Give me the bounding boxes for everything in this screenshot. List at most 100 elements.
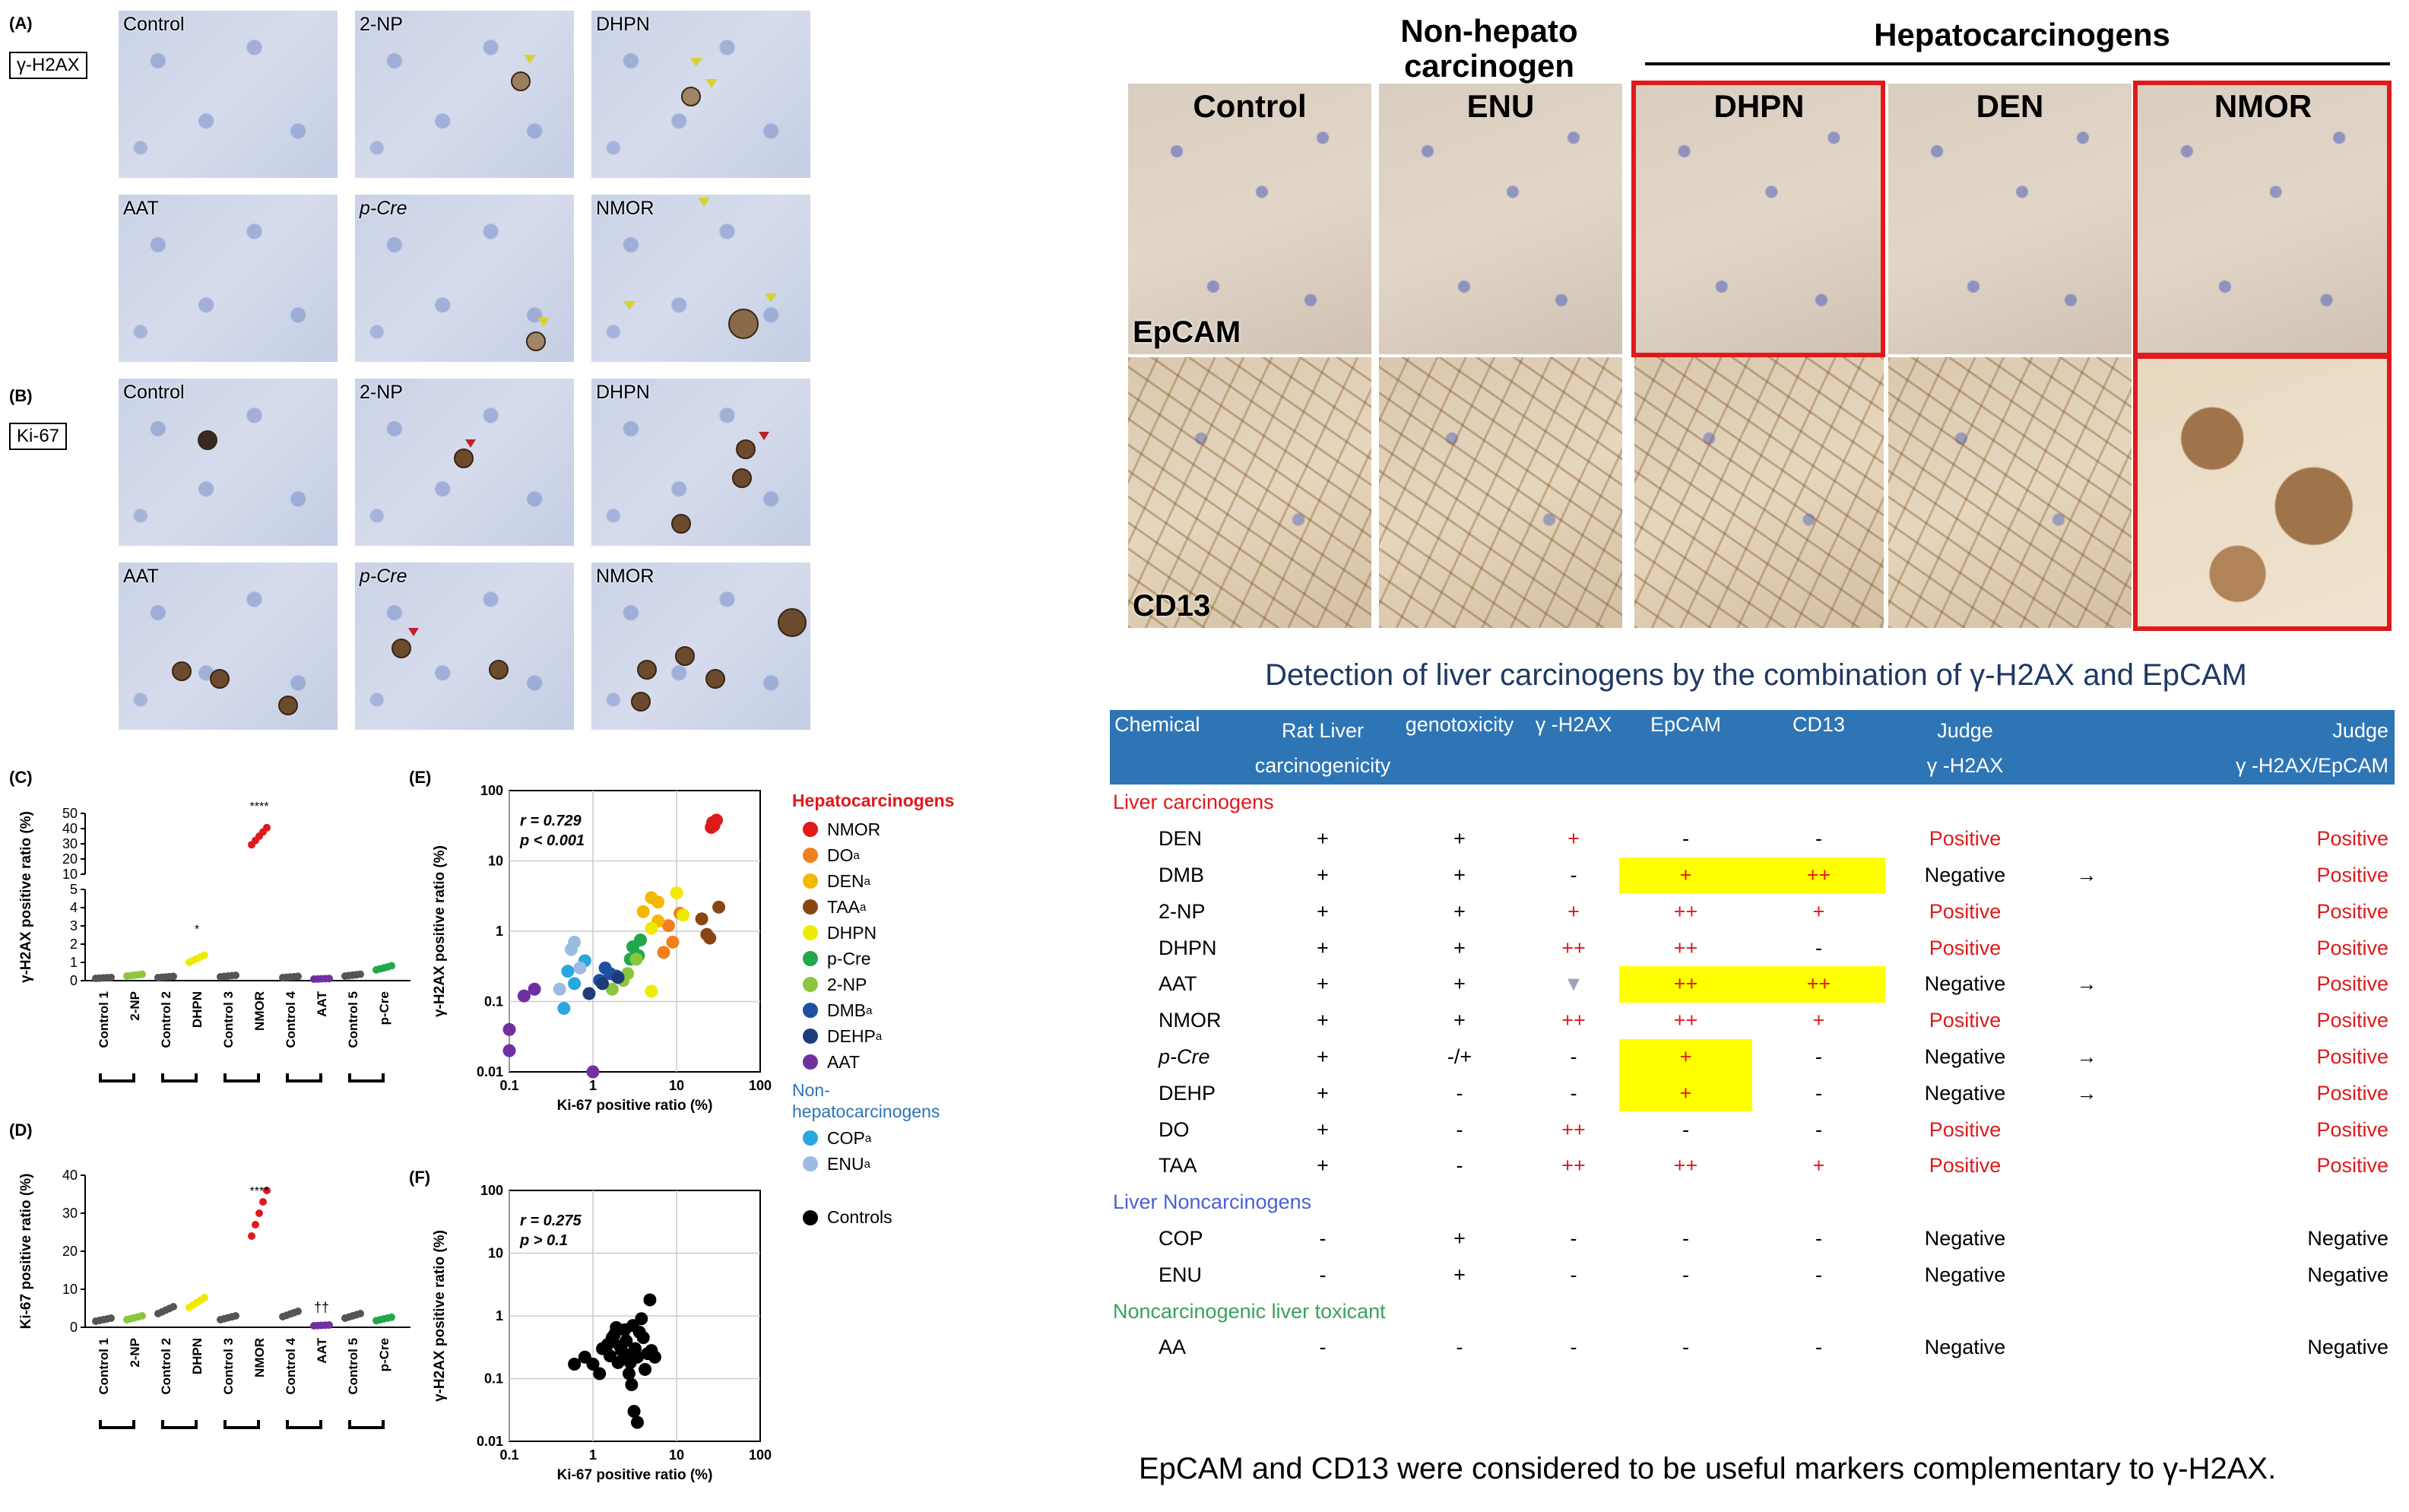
table-cell: ++ [1561,1117,1586,1141]
stained-nucleus [675,646,695,666]
significance-mark: †† [314,1300,329,1315]
legend-swatch [803,1156,818,1171]
marker-arrow [465,439,476,448]
stained-nucleus [489,660,509,680]
table-cell: - [1319,1226,1327,1250]
legend-superscript: a [866,1003,873,1017]
x-tick-label: 10 [669,1447,684,1463]
table-cell: DO [1159,1117,1190,1141]
data-point [553,982,566,996]
group-bracket [161,1420,198,1429]
marker-arrow [537,318,550,327]
table-cell: DMB [1159,863,1204,886]
x-tick-label: Control 5 [346,991,360,1048]
stained-nucleus [511,71,531,91]
y-tick-label: 10 [62,867,78,882]
data-point [620,1334,633,1348]
data-point [170,1303,177,1311]
th-genotoxicity: genotoxicity [1391,710,1528,785]
table-cell: + [1317,1154,1329,1178]
table-cell: - [1570,1336,1577,1359]
th-arrow [2045,710,2128,785]
data-point [645,984,658,998]
table-cell: - [1570,1226,1577,1250]
micro-a-control: Control [119,11,338,178]
y-tick-label: 0.1 [484,994,503,1010]
group-bracket [348,1073,385,1082]
legend-swatch [803,848,818,863]
x-tick-label: 100 [749,1447,772,1463]
data-point [645,921,658,935]
micro-label: p-Cre [360,198,407,219]
legend-item: TAA a [792,894,975,920]
data-point [611,971,625,984]
legend-label: AAT [827,1051,861,1072]
tissue-col-header: NMOR [2214,88,2312,124]
table-cell [2045,1257,2128,1293]
table-cell: - [1456,1154,1463,1178]
table-cell: ++ [1673,936,1698,959]
data-point [586,1065,600,1079]
table-row: ENU - + - - - Negative Negative [1110,1257,2395,1293]
panel-c-letter: (C) [9,768,33,787]
legend-swatch [803,873,818,889]
table-cell: + [1317,1044,1329,1068]
y-axis-label: γ-H2AX positive ratio (%) [18,811,34,983]
tissue-dhpn-epcam: DHPN [1634,84,1884,354]
data-point [629,953,643,966]
table-cell: + [1453,1009,1466,1032]
table-cell: ENU [1159,1263,1203,1286]
tissue-enu-cd13 [1379,357,1622,628]
x-tick-label: 0.1 [499,1447,518,1463]
table-cell: Positive [1929,1009,2002,1032]
table-row: DO + - ++ - - Positive Positive [1110,1111,2395,1148]
table-cell: + [1567,827,1580,851]
marker-arrow [623,301,636,310]
legend-superscript: a [860,900,867,914]
table-cell: - [1570,1044,1577,1068]
tissue-control-epcam: Control EpCAM [1128,84,1371,354]
data-point [252,1221,259,1228]
legend-item: NMOR [792,816,975,842]
data-point [677,908,690,922]
tissue-enu-epcam: ENU [1379,84,1622,354]
table-cell: - [1815,1044,1822,1068]
legend-superscript: a [864,874,870,888]
legend-swatch [803,951,818,966]
panel-a-stain-label: γ-H2AX [9,52,87,79]
table-cell: Positive [2316,827,2388,851]
legend-label: TAA [827,896,861,917]
group-non-hepato: Non-hepato carcinogen [1400,13,1578,84]
data-point [557,1001,571,1015]
table-cell [2045,1003,2128,1039]
data-point [593,1367,607,1380]
stained-nucleus [172,661,192,681]
table-row: AA - - - - - Negative Negative [1110,1330,2395,1366]
data-point [294,1308,302,1315]
table-cell: - [1815,1336,1822,1359]
legend-swatch [803,1130,818,1146]
table-cell: Positive [1929,1154,2002,1178]
legend-label: DHPN [827,922,877,943]
x-tick-label: 2-NP [128,1338,142,1368]
panel-b-letter: (B) [9,386,33,405]
data-point [605,982,619,996]
group-bracket [99,1420,135,1429]
group-bracket [348,1420,385,1429]
x-tick-label: 1 [589,1078,597,1093]
legend-label: DMB [827,1000,867,1020]
legend-non-title: Non- hepatocarcinogens [792,1080,940,1121]
legend-superscript: a [864,1157,870,1171]
data-point [325,1321,333,1329]
data-point [170,972,177,981]
data-point [357,1310,364,1317]
tissue-col-header: DEN [1976,88,2044,124]
table-cell: ++ [1561,1009,1586,1032]
table-row: DHPN + + ++ ++ - Positive Positive [1110,930,2395,966]
x-tick-label: 100 [749,1078,772,1093]
table-cell: + [1453,827,1466,851]
table-cell: - [1682,827,1689,851]
table-cell: + [1619,1075,1752,1112]
stained-nucleus [778,608,807,637]
table-cell: + [1812,899,1825,923]
